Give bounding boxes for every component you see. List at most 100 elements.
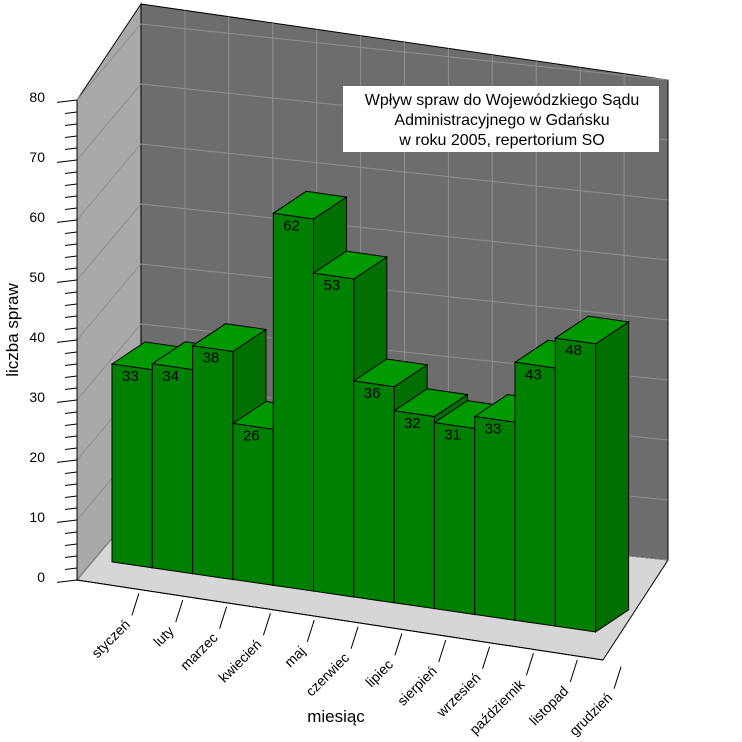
y-axis-title: liczba spraw [3, 283, 22, 377]
x-category-label: wrzesień [433, 669, 484, 720]
bar-data-label: 48 [565, 342, 582, 359]
y-minor-tick [64, 387, 78, 390]
y-minor-tick [64, 411, 78, 414]
y-major-tick [56, 99, 78, 103]
chart-title-background [343, 86, 659, 152]
y-tick-label: 70 [29, 149, 45, 165]
y-minor-tick [64, 327, 78, 330]
bar: 48 [553, 315, 630, 633]
x-category-label: styczeń [88, 616, 133, 661]
y-minor-tick [64, 447, 78, 450]
bar-front-face [554, 337, 597, 633]
bar-front-face [232, 422, 274, 586]
bar-front-face [111, 363, 153, 569]
x-category-label: marzec [177, 629, 221, 673]
x-category-label: lipiec [362, 656, 396, 690]
side-gridline [76, 143, 142, 221]
x-tick [569, 659, 578, 683]
y-minor-tick [64, 207, 78, 210]
y-tick-label: 0 [37, 569, 45, 585]
y-tick-label: 40 [29, 329, 45, 345]
bar-data-label: 36 [364, 385, 381, 402]
x-tick [131, 593, 140, 616]
chart-title-box: Wpływ spraw do Wojewódzkiego Sądu Admini… [343, 86, 659, 152]
y-major-tick [56, 399, 78, 403]
x-tick [482, 646, 491, 669]
bar-front-face [192, 345, 234, 581]
y-minor-tick [64, 435, 78, 438]
x-category-label: maj [281, 643, 308, 670]
y-minor-tick [64, 171, 78, 174]
y-minor-tick [64, 135, 78, 138]
x-category-label: listopad [526, 683, 571, 728]
side-gridline [76, 23, 142, 101]
chart-title-line-1: Wpływ spraw do Wojewódzkiego Sądu [365, 92, 640, 109]
side-gridline [76, 83, 142, 161]
bar-front-face [433, 422, 476, 616]
y-tick-label: 20 [29, 449, 45, 465]
bar-side-face [595, 320, 630, 633]
x-category-label: luty [150, 623, 177, 650]
y-minor-tick [64, 471, 78, 474]
y-minor-tick [64, 267, 78, 270]
y-major-tick [56, 519, 78, 523]
bar-front-face [393, 410, 435, 610]
bar-data-label: 38 [203, 350, 220, 367]
y-minor-tick [64, 375, 78, 378]
y-minor-tick [64, 363, 78, 366]
bar-front-face [353, 380, 395, 604]
y-minor-tick [64, 423, 78, 426]
x-tick [525, 653, 534, 676]
y-minor-tick [64, 111, 78, 114]
y-minor-tick [64, 315, 78, 318]
bar-data-label: 53 [324, 277, 341, 294]
y-major-tick [56, 339, 78, 343]
x-tick [613, 666, 622, 689]
y-tick-label: 30 [29, 389, 45, 405]
x-tick [438, 639, 447, 663]
y-minor-tick [64, 303, 78, 306]
x-tick [306, 619, 315, 643]
y-minor-tick [64, 231, 78, 234]
y-minor-tick [64, 123, 78, 126]
bar-data-label: 62 [283, 217, 300, 234]
side-gridline [76, 203, 142, 281]
y-axis: 0 10 20 30 40 50 60 70 80 [29, 89, 78, 585]
y-minor-tick [64, 351, 78, 354]
y-minor-tick [64, 531, 78, 534]
x-tick [175, 599, 184, 623]
y-minor-tick [64, 195, 78, 198]
y-major-tick [56, 279, 78, 283]
x-category-label: sierpień [394, 663, 440, 709]
y-minor-tick [64, 483, 78, 486]
y-major-tick [56, 579, 78, 583]
x-tick [219, 606, 228, 629]
bar-front-face [272, 212, 314, 592]
x-axis-line [76, 579, 604, 661]
y-tick-label: 80 [29, 89, 45, 105]
bar-data-label: 33 [122, 368, 139, 385]
y-tick-label: 60 [29, 209, 45, 225]
x-axis-title: miesiąc [307, 707, 365, 726]
y-minor-tick [64, 255, 78, 258]
x-tick [394, 633, 403, 656]
bar-front-face [313, 272, 355, 598]
side-gridline [76, 263, 142, 341]
y-major-tick [56, 219, 78, 223]
bar-front-face [474, 415, 516, 621]
y-minor-tick [64, 243, 78, 246]
y-minor-tick [64, 543, 78, 546]
chart-title-line-3: w roku 2005, repertorium SO [398, 132, 604, 149]
y-tick-label: 10 [29, 509, 45, 525]
y-minor-tick [64, 507, 78, 510]
bar-data-label: 31 [444, 427, 461, 444]
x-tick [350, 626, 359, 649]
y-minor-tick [64, 183, 78, 186]
y-major-tick [56, 459, 78, 463]
x-category-label: grudzień [566, 689, 615, 737]
bar-data-label: 26 [243, 427, 260, 444]
y-tick-label: 50 [29, 269, 45, 285]
bar-data-label: 43 [525, 366, 542, 383]
